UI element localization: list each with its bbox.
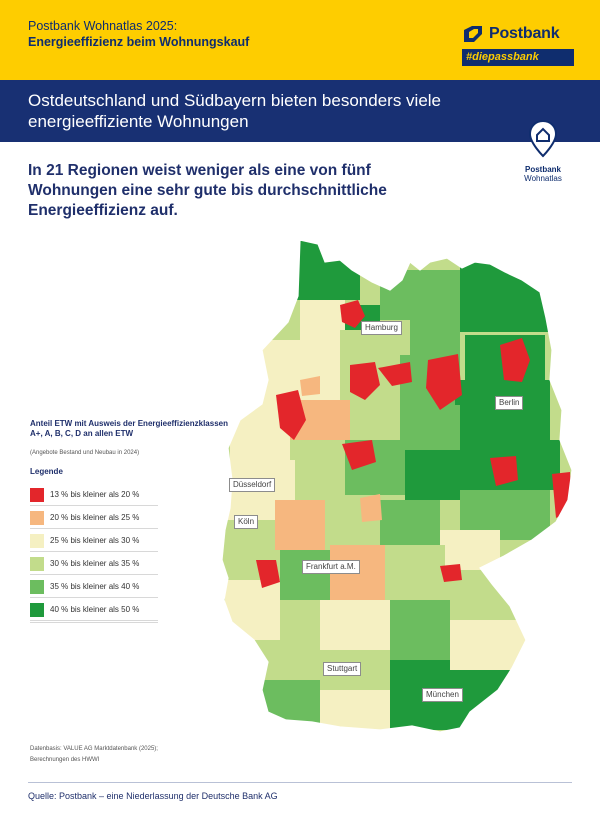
legend-item: 13 % bis kleiner als 20 % [30, 484, 158, 506]
city-label-muenchen: München [422, 688, 463, 702]
legend-item-label: 25 % bis kleiner als 30 % [50, 536, 140, 545]
footer-divider [28, 782, 572, 783]
house-pin-icon [528, 119, 558, 158]
legend-swatch-red [30, 487, 44, 502]
subtitle: In 21 Regionen weist weniger als eine vo… [28, 162, 387, 219]
data-basis-line-1: Datenbasis: VALUE AG Marktdatenbank (202… [30, 746, 158, 752]
legend-item-label: 20 % bis kleiner als 25 % [50, 513, 140, 522]
source-footer: Quelle: Postbank – eine Niederlassung de… [28, 791, 278, 801]
legend-divider [30, 622, 158, 623]
legend-swatch-light-green [30, 556, 44, 571]
city-label-hamburg: Hamburg [361, 321, 402, 335]
city-label-stuttgart: Stuttgart [323, 662, 362, 676]
header-bar: Postbank Wohnatlas 2025: Energieeffizien… [0, 0, 600, 80]
brand-name: Postbank [489, 25, 560, 42]
legend-item: 30 % bis kleiner als 35 % [30, 553, 158, 575]
legend-swatch-dark-green [30, 602, 44, 617]
badge-line-1: Postbank [524, 165, 561, 174]
city-label-koeln: Köln [234, 515, 259, 529]
legend-title: Anteil ETW mit Ausweis der Energieeffizi… [30, 419, 228, 438]
header-line-2: Energieeffizienz beim Wohnungskauf [28, 35, 250, 49]
wohnatlas-badge: Postbank Wohnatlas [513, 119, 573, 183]
legend-item-label: 40 % bis kleiner als 50 % [50, 605, 140, 614]
germany-outline [221, 239, 573, 733]
banner-title: Ostdeutschland und Südbayern bieten beso… [28, 91, 442, 131]
brand-tagline: #diepassbank [462, 49, 574, 66]
legend-item: 20 % bis kleiner als 25 % [30, 507, 158, 529]
legend-heading: Legende [30, 467, 63, 476]
legend-item: 35 % bis kleiner als 40 % [30, 576, 158, 598]
data-basis: Datenbasis: VALUE AG Marktdatenbank (202… [30, 744, 158, 766]
legend-item-label: 35 % bis kleiner als 40 % [50, 582, 140, 591]
legend-item-label: 30 % bis kleiner als 35 % [50, 559, 140, 568]
title-banner: Ostdeutschland und Südbayern bieten beso… [0, 80, 600, 142]
legend-swatch-orange [30, 510, 44, 525]
city-label-frankfurt: Frankfurt a.M. [302, 560, 360, 574]
legend-swatch-green [30, 579, 44, 594]
city-label-berlin: Berlin [495, 396, 524, 410]
badge-line-2: Wohnatlas [524, 174, 562, 183]
header-line-1: Postbank Wohnatlas 2025: [28, 19, 178, 33]
legend-item: 40 % bis kleiner als 50 % [30, 599, 158, 621]
legend-item-label: 13 % bis kleiner als 20 % [50, 490, 140, 499]
postbank-horn-icon [464, 26, 482, 42]
map-regions [222, 240, 572, 732]
legend-swatch-cream [30, 533, 44, 548]
data-basis-line-2: Berechnungen des HWWI [30, 757, 100, 763]
legend-note: (Angebote Bestand und Neubau in 2024) [30, 450, 140, 456]
legend-item: 25 % bis kleiner als 30 % [30, 530, 158, 552]
postbank-logo: Postbank #diepassbank [462, 24, 574, 66]
city-label-duesseldorf: Düsseldorf [229, 478, 276, 492]
